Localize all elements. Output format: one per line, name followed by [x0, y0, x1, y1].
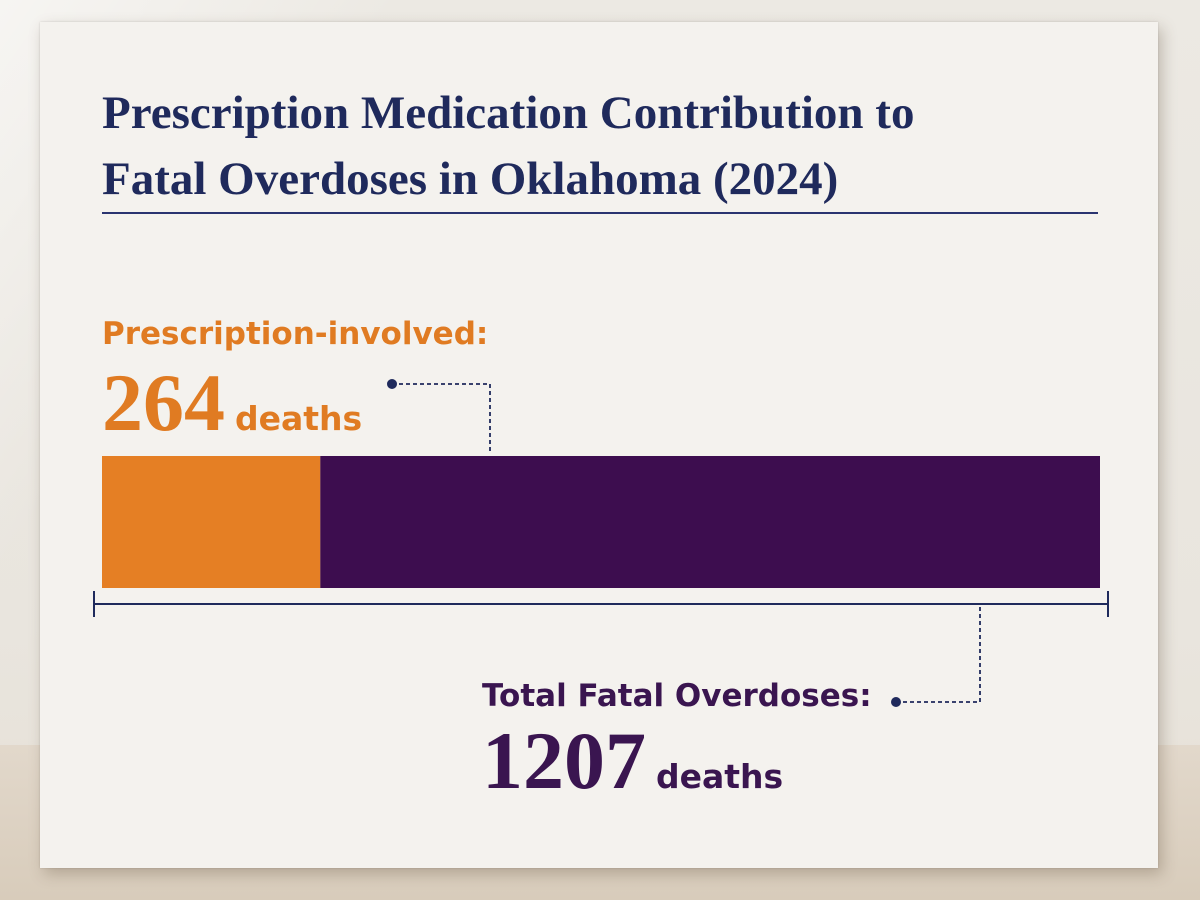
chart-card: Prescription Medication Contribution to …: [40, 22, 1158, 868]
total-label: Total Fatal Overdoses:: [482, 678, 872, 714]
title-divider: [102, 212, 1098, 214]
stacked-bar-chart: [93, 379, 1109, 707]
total-unit: deaths: [656, 757, 784, 796]
chart-title: Prescription Medication Contribution to …: [102, 80, 1112, 212]
bar-segment-prescription-involved: [102, 456, 321, 588]
prescription-leader-line: [392, 383, 491, 454]
chart-title-line-2: Fatal Overdoses in Oklahoma (2024): [102, 153, 839, 205]
total-value: 1207: [482, 715, 646, 806]
prescription-value-group: 264 deaths: [102, 358, 362, 448]
prescription-unit: deaths: [235, 399, 363, 438]
bar-segment-other: [320, 456, 1101, 588]
total-leader-line: [896, 606, 981, 703]
prescription-label: Prescription-involved:: [102, 316, 489, 352]
total-value-group: 1207 deaths: [482, 716, 783, 806]
chart-title-line-1: Prescription Medication Contribution to: [102, 87, 915, 139]
prescription-value: 264: [102, 357, 225, 448]
